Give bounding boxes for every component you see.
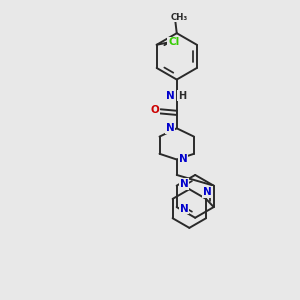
Text: CH₃: CH₃ [170, 13, 188, 22]
Text: N: N [179, 154, 188, 164]
Text: N: N [180, 179, 188, 189]
Text: Cl: Cl [168, 38, 179, 47]
Text: N: N [166, 123, 175, 133]
Text: O: O [151, 105, 159, 115]
Text: H: H [178, 91, 186, 100]
Text: N: N [166, 91, 174, 100]
Text: N: N [203, 187, 212, 197]
Text: N: N [180, 204, 188, 214]
